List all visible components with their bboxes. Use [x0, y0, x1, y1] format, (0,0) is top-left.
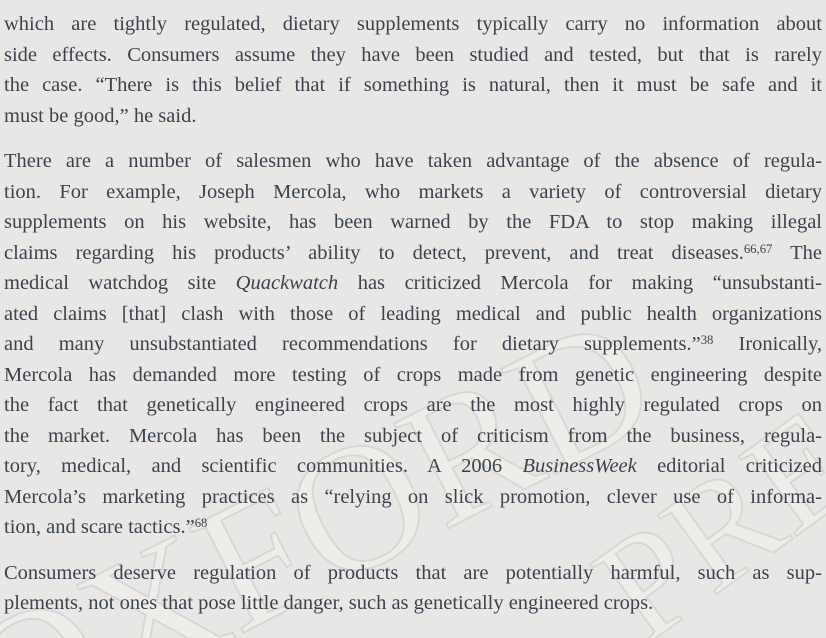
text-line: the market. Mercola has been the subject…	[4, 421, 822, 452]
text-line: which are tightly regulated, dietary sup…	[4, 9, 822, 40]
text-segment: claims regarding his products’ ability t…	[4, 241, 744, 264]
text-line: must be good,” he said.	[4, 101, 822, 132]
text-segment: Ironically,	[713, 333, 823, 355]
text-line: the fact that genetically engineered cro…	[4, 390, 822, 421]
paragraph: Consumers deserve regulation of products…	[4, 558, 822, 619]
text-line: Mercola’s marketing practices as “relyin…	[4, 482, 822, 513]
text-line: supplements on his website, has been war…	[4, 207, 822, 238]
text-segment: side effects. Consumers assume they have…	[4, 43, 822, 66]
text-segment: tion, and scare tactics.”	[4, 516, 195, 538]
text-segment: the fact that genetically engineered cro…	[4, 394, 822, 416]
text-line: tion, and scare tactics.”68	[4, 512, 822, 543]
text-line: Mercola has demanded more testing of cro…	[4, 360, 822, 391]
text-segment: tion. For example, Joseph Mercola, who m…	[4, 180, 822, 203]
text-segment: plements, not ones that pose little dang…	[4, 592, 654, 614]
text-segment: The	[772, 241, 822, 264]
text-line: claims regarding his products’ ability t…	[4, 238, 822, 269]
text-line: tory, medical, and scientific communitie…	[4, 451, 822, 482]
text-line: Consumers deserve regulation of products…	[4, 558, 822, 589]
text-segment: the case. “There is this belief that if …	[4, 74, 822, 96]
text-segment: medical watchdog site	[4, 272, 236, 294]
text-block: which are tightly regulated, dietary sup…	[4, 9, 822, 619]
text-segment: ated claims [that] clash with those of l…	[4, 302, 822, 325]
footnote-ref: 38	[700, 333, 714, 348]
text-segment: Consumers deserve regulation of products…	[4, 561, 822, 584]
footnote-ref: 66,67	[743, 241, 773, 256]
text-segment: must be good,” he said.	[4, 104, 197, 127]
text-segment: tory, medical, and scientific communitie…	[4, 455, 523, 477]
text-line: the case. “There is this belief that if …	[4, 70, 822, 101]
text-segment: and many unsubstantiated recommendations…	[4, 333, 701, 355]
text-line: medical watchdog site Quackwatch has cri…	[4, 268, 822, 299]
text-segment: Quackwatch	[235, 272, 339, 294]
text-segment: Mercola’s marketing practices as “relyin…	[4, 485, 822, 508]
paragraph: There are a number of salesmen who have …	[4, 146, 822, 543]
text-segment: supplements on his website, has been war…	[4, 211, 822, 233]
text-line: and many unsubstantiated recommendations…	[4, 329, 822, 360]
paragraph: which are tightly regulated, dietary sup…	[4, 9, 822, 131]
text-segment: the market. Mercola has been the subject…	[4, 424, 822, 447]
text-segment: There are a number of salesmen who have …	[4, 150, 822, 172]
text-line: side effects. Consumers assume they have…	[4, 40, 822, 71]
text-line: ated claims [that] clash with those of l…	[4, 299, 822, 330]
text-segment: has criticized Mercola for making “unsub…	[338, 272, 822, 294]
text-line: There are a number of salesmen who have …	[4, 146, 822, 177]
text-line: tion. For example, Joseph Mercola, who m…	[4, 177, 822, 208]
text-segment: editorial criticized	[636, 455, 822, 477]
footnote-ref: 68	[194, 516, 208, 531]
text-segment: BusinessWeek	[522, 455, 637, 477]
text-segment: which are tightly regulated, dietary sup…	[4, 13, 822, 35]
text-segment: Mercola has demanded more testing of cro…	[4, 363, 822, 386]
text-line: plements, not ones that pose little dang…	[4, 588, 822, 619]
